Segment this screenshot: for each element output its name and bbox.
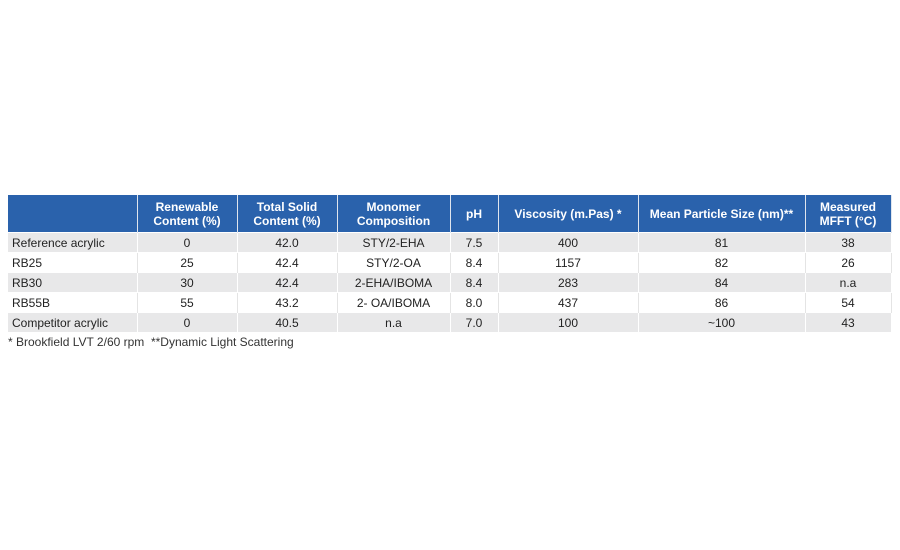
row-label: RB55B (8, 292, 138, 313)
table-cell: 82 (638, 252, 806, 273)
table-cell: 43.2 (237, 292, 338, 313)
header-cell: Monomer Composition (337, 195, 451, 233)
table-cell: 42.0 (237, 232, 338, 253)
table-cell: STY/2-OA (337, 252, 451, 273)
header-cell (8, 195, 138, 233)
table-cell: 30 (137, 272, 238, 293)
table-cell: 86 (638, 292, 806, 313)
table-cell: 2-EHA/IBOMA (337, 272, 451, 293)
header-cell: Total Solid Content (%) (237, 195, 338, 233)
table-cell: 54 (805, 292, 892, 313)
table-cell: 8.4 (450, 272, 499, 293)
table-cell: 42.4 (237, 272, 338, 293)
header-row: Renewable Content (%) Total Solid Content… (8, 195, 892, 233)
table-wrap: Renewable Content (%) Total Solid Content… (8, 195, 892, 332)
table-cell: 7.0 (450, 312, 499, 332)
table-cell: 40.5 (237, 312, 338, 332)
table-row: Reference acrylic 0 42.0 STY/2-EHA 7.5 400 81 3… (8, 232, 892, 253)
table-cell: 38 (805, 232, 892, 253)
table-cell: 0 (137, 232, 238, 253)
table-body: Reference acrylic 0 42.0 STY/2-EHA 7.5 400 81 3… (8, 232, 892, 332)
table-cell: 283 (498, 272, 639, 293)
table-cell: ~100 (638, 312, 806, 332)
table-row: Competitor acrylic 0 40.5 n.a 7.0 100 ~100 43 (8, 312, 892, 332)
table-row: RB25 25 42.4 STY/2-OA 8.4 1157 82 26 (8, 252, 892, 273)
row-label: RB25 (8, 252, 138, 273)
table-row: RB55B 55 43.2 2- OA/IBOMA 8.0 437 86 54 (8, 292, 892, 313)
header-cell: pH (450, 195, 499, 233)
header-cell: Mean Particle Size (nm)** (638, 195, 806, 233)
table-cell: 42.4 (237, 252, 338, 273)
table-cell: 400 (498, 232, 639, 253)
table-cell: 25 (137, 252, 238, 273)
data-table: Renewable Content (%) Total Solid Content… (8, 195, 892, 332)
header-cell: Measured MFFT (°C) (805, 195, 892, 233)
table-cell: 84 (638, 272, 806, 293)
table-cell: 2- OA/IBOMA (337, 292, 451, 313)
table-cell: 8.0 (450, 292, 499, 313)
header-cell: Viscosity (m.Pas) * (498, 195, 639, 233)
table-cell: 7.5 (450, 232, 499, 253)
table-cell: 437 (498, 292, 639, 313)
row-label: RB30 (8, 272, 138, 293)
table-cell: 100 (498, 312, 639, 332)
table-cell: n.a (805, 272, 892, 293)
row-label: Competitor acrylic (8, 312, 138, 332)
table-cell: 26 (805, 252, 892, 273)
table-cell: 8.4 (450, 252, 499, 273)
table-cell: 0 (137, 312, 238, 332)
row-label: Reference acrylic (8, 232, 138, 253)
table-cell: 81 (638, 232, 806, 253)
table-cell: STY/2-EHA (337, 232, 451, 253)
table-cell: 1157 (498, 252, 639, 273)
table-cell: 55 (137, 292, 238, 313)
table-row: RB30 30 42.4 2-EHA/IBOMA 8.4 283 84 n.a (8, 272, 892, 293)
table-cell: n.a (337, 312, 451, 332)
header-cell: Renewable Content (%) (137, 195, 238, 233)
footnote: * Brookfield LVT 2/60 rpm **Dynamic Ligh… (8, 335, 294, 349)
table-cell: 43 (805, 312, 892, 332)
